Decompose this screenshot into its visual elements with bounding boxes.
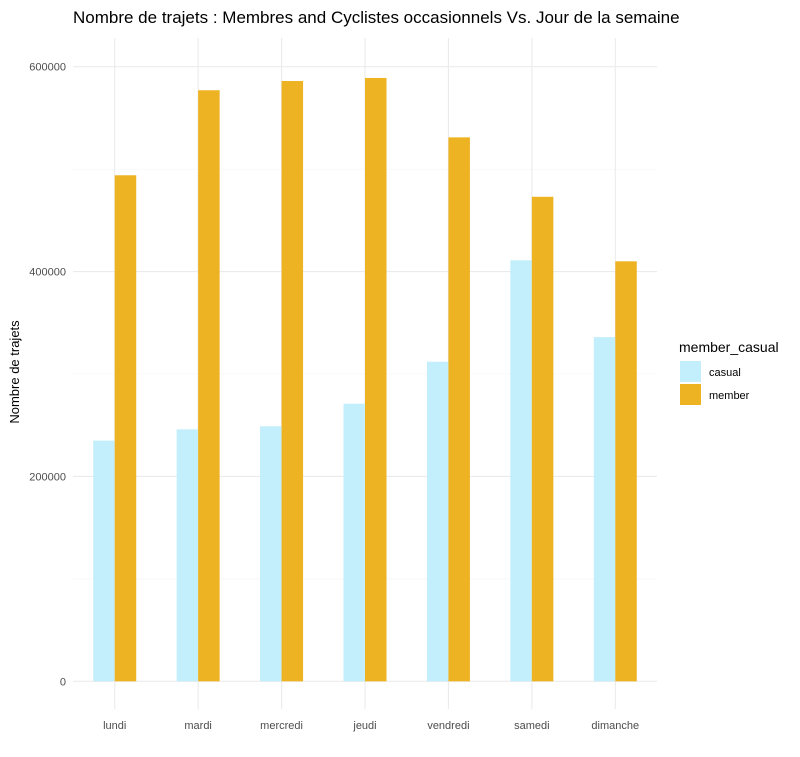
- x-tick-label: dimanche: [591, 720, 639, 732]
- bar-casual-mercredi: [260, 426, 282, 682]
- x-tick-label: mardi: [184, 720, 212, 732]
- legend-label-member: member: [709, 390, 750, 402]
- legend-key-member: [680, 384, 701, 405]
- legend-key-casual: [680, 361, 701, 382]
- bar-member-jeudi: [365, 77, 387, 682]
- bar-casual-dimanche: [593, 337, 616, 682]
- y-tick-label: 600000: [29, 62, 66, 74]
- bar-member-dimanche: [615, 261, 637, 682]
- bar-casual-vendredi: [426, 361, 449, 682]
- legend: member_casual casual member: [679, 339, 779, 405]
- bar-casual-mardi: [176, 429, 199, 682]
- y-tick-labels: 0 200000 400000 600000: [29, 62, 66, 689]
- bar-member-mardi: [198, 90, 220, 682]
- y-tick-label: 200000: [29, 471, 66, 483]
- bar-casual-samedi: [510, 260, 532, 682]
- bar-member-mercredi: [281, 81, 304, 682]
- x-tick-label: lundi: [103, 720, 126, 732]
- x-tick-label: jeudi: [352, 720, 376, 732]
- bar-member-vendredi: [448, 137, 470, 682]
- chart-title: Nombre de trajets : Membres and Cycliste…: [73, 8, 680, 27]
- bar-casual-jeudi: [343, 403, 365, 682]
- x-tick-label: vendredi: [427, 720, 469, 732]
- bar-casual-lundi: [93, 440, 115, 682]
- bar-member-lundi: [114, 175, 137, 682]
- legend-label-casual: casual: [709, 367, 741, 379]
- y-axis-title: Nombre de trajets: [7, 320, 22, 424]
- bars: [93, 77, 637, 682]
- y-tick-label: 0: [60, 676, 66, 688]
- x-tick-labels: lundi mardi mercredi jeudi vendredi samedi dim…: [103, 720, 639, 732]
- bar-member-samedi: [531, 196, 554, 682]
- legend-title: member_casual: [679, 339, 779, 355]
- x-tick-label: samedi: [514, 720, 549, 732]
- x-tick-label: mercredi: [260, 720, 303, 732]
- y-tick-label: 400000: [29, 267, 66, 279]
